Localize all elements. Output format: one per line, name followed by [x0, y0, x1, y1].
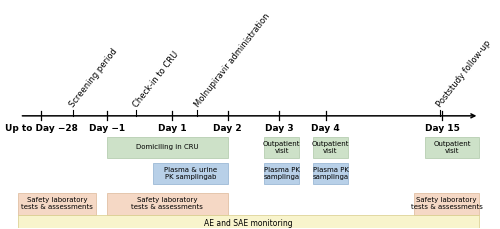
- Bar: [313, 163, 348, 184]
- Text: Screening period: Screening period: [68, 46, 119, 109]
- Bar: [18, 215, 479, 229]
- Text: Plasma PK
samplingа: Plasma PK samplingа: [312, 167, 348, 180]
- Text: Domiciling in CRU: Domiciling in CRU: [136, 144, 198, 150]
- Text: Safety laboratory
tests & assessments: Safety laboratory tests & assessments: [132, 197, 203, 210]
- Text: Outpatient
visit: Outpatient visit: [263, 141, 300, 154]
- Text: Safety laboratory
tests & assessments: Safety laboratory tests & assessments: [410, 197, 482, 210]
- Text: Safety laboratory
tests & assessments: Safety laboratory tests & assessments: [21, 197, 93, 210]
- Bar: [106, 193, 228, 215]
- Text: Plasma & urine
PK samplingab: Plasma & urine PK samplingab: [164, 167, 217, 180]
- Bar: [425, 136, 480, 158]
- Text: Day −1: Day −1: [88, 124, 124, 133]
- Text: Outpatient
visit: Outpatient visit: [434, 141, 471, 154]
- Bar: [313, 136, 348, 158]
- Text: Day 2: Day 2: [214, 124, 242, 133]
- Bar: [18, 193, 96, 215]
- Text: Day 15: Day 15: [424, 124, 460, 133]
- Text: Day 1: Day 1: [158, 124, 186, 133]
- Bar: [264, 163, 299, 184]
- Text: Molnupiravir administration: Molnupiravir administration: [192, 11, 272, 109]
- Text: Day 3: Day 3: [264, 124, 294, 133]
- Bar: [414, 193, 480, 215]
- Text: Poststudy follow-up: Poststudy follow-up: [435, 38, 492, 109]
- Text: AE and SAE monitoring: AE and SAE monitoring: [204, 219, 293, 228]
- Bar: [153, 163, 228, 184]
- Text: Check-in to CRU: Check-in to CRU: [131, 49, 180, 109]
- Text: Outpatient
visit: Outpatient visit: [312, 141, 349, 154]
- Text: Day 4: Day 4: [311, 124, 340, 133]
- Text: Plasma PK
samplingа: Plasma PK samplingа: [264, 167, 300, 180]
- Bar: [264, 136, 299, 158]
- Bar: [106, 136, 228, 158]
- Text: Up to Day −28: Up to Day −28: [5, 124, 78, 133]
